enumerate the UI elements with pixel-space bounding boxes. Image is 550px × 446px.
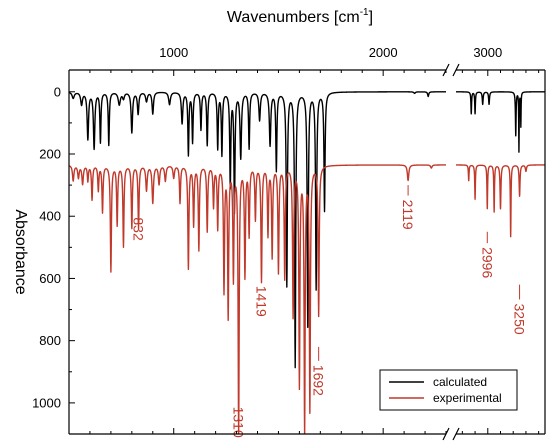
series-line-experimental-segment-1 — [69, 164, 447, 434]
y-tick-label: 1000 — [32, 395, 61, 410]
y-tick-label: 200 — [39, 147, 61, 162]
annotation-label-2119: 2119 — [400, 200, 416, 230]
annotation-label-1310: 1310 — [231, 407, 247, 438]
y-tick-label: 400 — [39, 209, 61, 224]
legend-box — [379, 369, 518, 411]
x-tick-label: 1000 — [159, 45, 188, 60]
legend-label-experimental: experimental — [433, 391, 502, 405]
y-tick-label: 800 — [39, 333, 61, 348]
x-axis-title: Wavenumbers [cm-1] — [227, 7, 373, 26]
annotation-label-3250: 3250 — [512, 304, 528, 335]
y-ticks: 0 200 400 600 800 1000 — [32, 84, 75, 410]
axis-break-top-2 — [452, 63, 460, 77]
y-tick-label: 0 — [54, 84, 61, 99]
series-group — [69, 91, 545, 434]
x-tick-label: 3000 — [473, 45, 502, 60]
peak-annotations: 832 1310 1419 1692 2119 2996 3250 — [131, 185, 528, 438]
x-ticks: 1000 2000 3000 — [68, 45, 540, 434]
axis-break-bottom-2 — [452, 427, 460, 441]
annotation-label-1692: 1692 — [311, 365, 327, 396]
annotation-label-832: 832 — [131, 217, 147, 241]
series-line-calculated-segment-2 — [455, 91, 545, 153]
legend-label-calculated: calculated — [433, 375, 487, 389]
annotation-label-2996: 2996 — [479, 247, 495, 278]
y-axis-title: Absorbance — [12, 209, 29, 294]
annotation-label-1419: 1419 — [254, 286, 270, 317]
series-line-experimental-segment-2 — [455, 164, 545, 238]
y-tick-label: 600 — [39, 271, 61, 286]
legend: calculated experimental — [379, 369, 518, 411]
x-tick-label: 2000 — [369, 45, 398, 60]
series-line-calculated-segment-1 — [69, 91, 447, 369]
